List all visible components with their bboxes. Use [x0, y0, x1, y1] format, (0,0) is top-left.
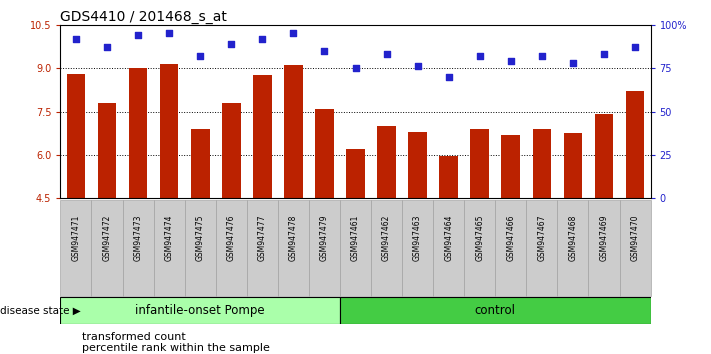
Text: GSM947477: GSM947477 [258, 214, 267, 261]
Bar [154, 200, 185, 296]
Text: control: control [475, 304, 515, 317]
Point [195, 53, 206, 59]
Text: GSM947461: GSM947461 [351, 214, 360, 261]
Bar [557, 200, 589, 296]
Text: GSM947468: GSM947468 [568, 214, 577, 261]
Bar [129, 68, 147, 198]
Point [288, 30, 299, 36]
Bar [433, 200, 464, 296]
Text: GSM947478: GSM947478 [289, 214, 298, 261]
Bar [247, 200, 278, 296]
Point [629, 45, 641, 50]
Bar [160, 64, 178, 198]
Text: GSM947470: GSM947470 [631, 214, 639, 261]
Point [474, 53, 486, 59]
Point [505, 58, 516, 64]
Bar [346, 149, 365, 198]
Bar [402, 200, 433, 296]
Bar [253, 74, 272, 198]
Point [102, 45, 113, 50]
Bar [464, 200, 496, 296]
Bar [284, 65, 303, 198]
Point [443, 74, 454, 80]
Bar [60, 297, 340, 324]
Text: GSM947465: GSM947465 [475, 214, 484, 261]
Text: GSM947479: GSM947479 [320, 214, 329, 261]
Point [598, 51, 609, 57]
Text: GDS4410 / 201468_s_at: GDS4410 / 201468_s_at [60, 10, 228, 24]
Point [412, 64, 423, 69]
Text: GSM947463: GSM947463 [413, 214, 422, 261]
Bar [309, 200, 340, 296]
Bar [92, 200, 122, 296]
Bar [439, 156, 458, 198]
Point [257, 36, 268, 41]
Text: GSM947471: GSM947471 [72, 214, 80, 261]
Bar [594, 114, 614, 198]
Point [319, 48, 330, 53]
Bar [533, 130, 551, 198]
Text: GSM947472: GSM947472 [102, 214, 112, 261]
Text: transformed count: transformed count [82, 332, 186, 342]
Bar [378, 126, 396, 198]
Text: disease state ▶: disease state ▶ [0, 306, 81, 316]
Bar [315, 109, 333, 198]
Bar [589, 200, 619, 296]
Bar [97, 103, 117, 198]
Bar [619, 200, 651, 296]
Point [536, 53, 547, 59]
Point [132, 32, 144, 38]
Bar [526, 200, 557, 296]
Text: GSM947462: GSM947462 [382, 214, 391, 261]
Bar [408, 132, 427, 198]
Text: GSM947473: GSM947473 [134, 214, 143, 261]
Text: GSM947475: GSM947475 [196, 214, 205, 261]
Point [350, 65, 361, 71]
Text: GSM947469: GSM947469 [599, 214, 609, 261]
Text: percentile rank within the sample: percentile rank within the sample [82, 343, 269, 353]
Bar [67, 74, 85, 198]
Bar [340, 297, 651, 324]
Bar [222, 103, 240, 198]
Point [164, 30, 175, 36]
Bar [185, 200, 215, 296]
Bar [60, 200, 92, 296]
Bar [501, 135, 520, 198]
Bar [471, 130, 489, 198]
Point [70, 36, 82, 41]
Text: GSM947464: GSM947464 [444, 214, 453, 261]
Text: GSM947476: GSM947476 [227, 214, 236, 261]
Point [567, 60, 579, 66]
Text: GSM947467: GSM947467 [538, 214, 546, 261]
Bar [626, 91, 644, 198]
Bar [564, 133, 582, 198]
Bar [340, 200, 371, 296]
Bar [496, 200, 526, 296]
Bar [371, 200, 402, 296]
Text: GSM947474: GSM947474 [165, 214, 173, 261]
Bar [215, 200, 247, 296]
Bar [122, 200, 154, 296]
Text: GSM947466: GSM947466 [506, 214, 515, 261]
Bar [278, 200, 309, 296]
Point [381, 51, 392, 57]
Bar [191, 129, 210, 198]
Point [225, 41, 237, 47]
Text: infantile-onset Pompe: infantile-onset Pompe [135, 304, 265, 317]
